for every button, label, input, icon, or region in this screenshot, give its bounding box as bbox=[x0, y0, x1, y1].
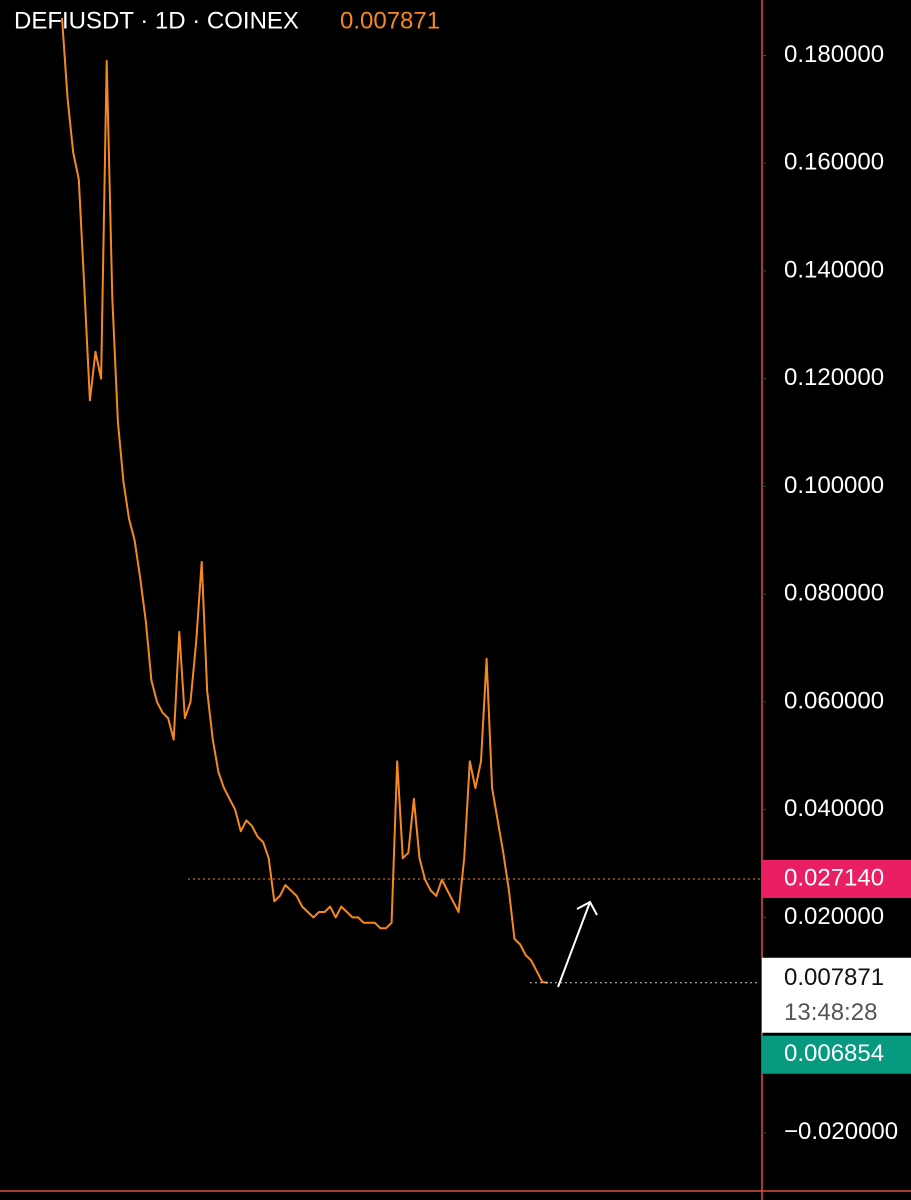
price-line bbox=[61, 17, 549, 984]
price-label: 0.006854 bbox=[784, 1040, 884, 1067]
arrow bbox=[557, 900, 598, 988]
plot-area bbox=[61, 17, 760, 984]
y-tick-label: 0.080000 bbox=[784, 580, 884, 607]
y-tick-label: 0.020000 bbox=[784, 903, 884, 930]
header-price: 0.007871 bbox=[340, 7, 440, 34]
y-tick-label: 0.160000 bbox=[784, 149, 884, 176]
y-tick-label: 0.100000 bbox=[784, 472, 884, 499]
price-axis: 0.180000 0.160000 0.140000 0.120000 0.100000… bbox=[762, 41, 911, 1145]
y-tick-label: −0.020000 bbox=[784, 1118, 898, 1145]
y-tick-label: 0.060000 bbox=[784, 687, 884, 714]
price-label-box bbox=[762, 859, 911, 898]
y-tick-label: 0.120000 bbox=[784, 364, 884, 391]
chart-title: DEFIUSDT · 1D · COINEX bbox=[14, 7, 299, 34]
last-price-label: 0.007871 bbox=[784, 964, 884, 991]
y-tick-label: 0.180000 bbox=[784, 41, 884, 68]
price-label: 0.027140 bbox=[784, 864, 884, 891]
y-tick-label: 0.140000 bbox=[784, 256, 884, 283]
y-tick-label: 0.040000 bbox=[784, 795, 884, 822]
countdown: 13:48:28 bbox=[784, 999, 877, 1026]
price-label-box bbox=[762, 1035, 911, 1074]
last-price-box bbox=[762, 957, 911, 1033]
